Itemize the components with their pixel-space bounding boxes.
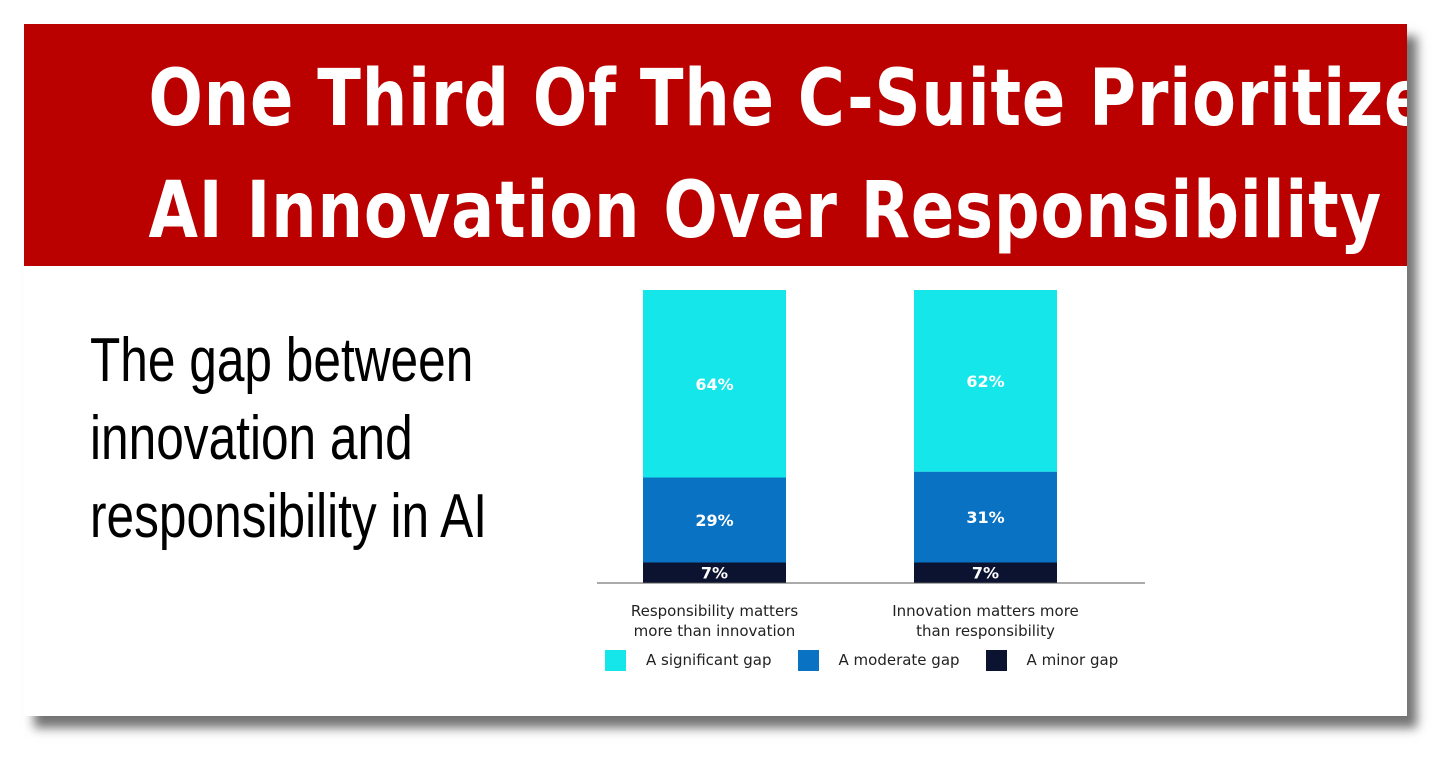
bar-segment-significant-1 — [643, 290, 786, 478]
subtitle-line-2: innovation and — [90, 404, 413, 473]
data-label-significant-1: 64% — [695, 375, 733, 394]
bar-segment-moderate-1 — [643, 477, 786, 563]
legend-swatch-significant — [605, 649, 626, 671]
category-label-2: Innovation matters more than responsibili… — [892, 602, 1079, 640]
legend-label-minor: A minor gap — [1026, 651, 1119, 669]
bar-segment-minor-1 — [643, 562, 786, 583]
legend-swatch-minor — [985, 649, 1007, 671]
subtitle-line-1: The gap between — [90, 326, 474, 395]
data-label-significant-2: 62% — [966, 372, 1004, 391]
category-label-1: Responsibility matters more than innovati… — [631, 602, 798, 640]
chart-legend: A significant gap A moderate gap A minor… — [605, 649, 1144, 671]
legend-item-moderate: A moderate gap — [797, 649, 960, 671]
legend-label-moderate: A moderate gap — [838, 651, 960, 669]
data-label-moderate-1: 29% — [695, 511, 733, 530]
bar-segment-significant-2 — [914, 290, 1057, 472]
headline-line-2: AI Innovation Over Responsibility — [148, 166, 1383, 256]
title-banner: One Third Of The C-Suite Prioritizes AI … — [24, 24, 1407, 266]
data-label-moderate-2: 31% — [966, 508, 1004, 527]
subtitle-line-3: responsibility in AI — [90, 482, 487, 551]
data-label-minor-2: 7% — [972, 564, 999, 583]
bar-segment-minor-2 — [914, 562, 1057, 583]
bar-segment-moderate-2 — [914, 471, 1057, 563]
legend-label-significant: A significant gap — [646, 651, 772, 669]
chart-subtitle: The gap between innovation and responsib… — [90, 322, 487, 556]
data-label-minor-1: 7% — [701, 564, 728, 583]
legend-item-minor: A minor gap — [985, 649, 1119, 671]
headline-line-1: One Third Of The C-Suite Prioritizes — [148, 54, 1407, 144]
legend-item-significant: A significant gap — [605, 649, 772, 671]
legend-swatch-moderate — [797, 649, 819, 671]
infographic-card: One Third Of The C-Suite Prioritizes AI … — [24, 24, 1407, 716]
